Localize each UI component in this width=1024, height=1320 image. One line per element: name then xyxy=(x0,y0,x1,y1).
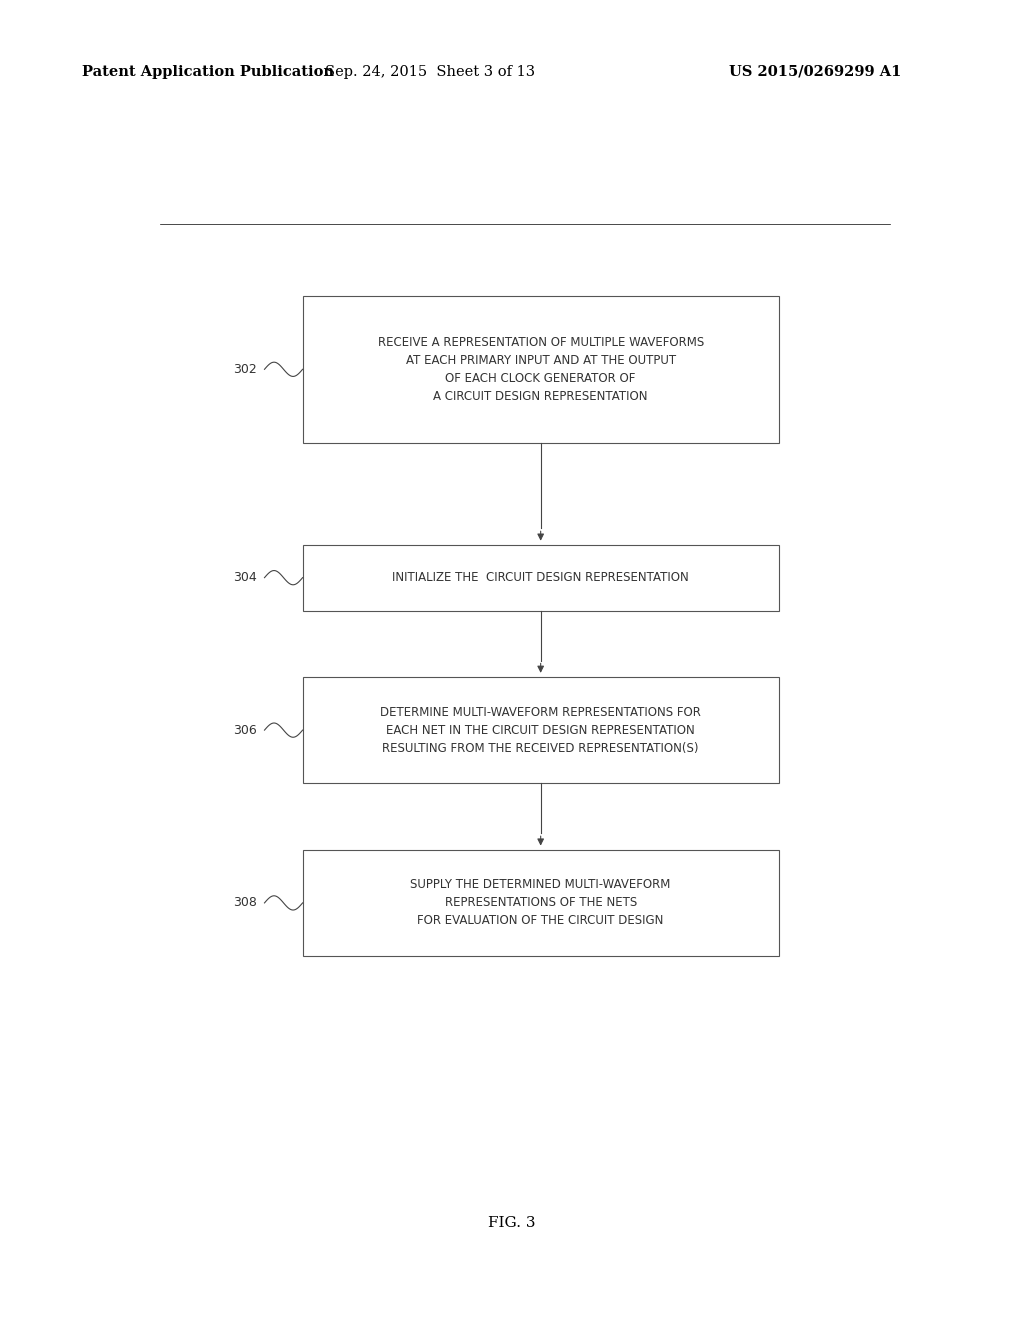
FancyBboxPatch shape xyxy=(303,545,778,611)
Text: 302: 302 xyxy=(232,363,257,376)
Text: SUPPLY THE DETERMINED MULTI-WAVEFORM
REPRESENTATIONS OF THE NETS
FOR EVALUATION : SUPPLY THE DETERMINED MULTI-WAVEFORM REP… xyxy=(411,878,671,928)
Text: RECEIVE A REPRESENTATION OF MULTIPLE WAVEFORMS
AT EACH PRIMARY INPUT AND AT THE : RECEIVE A REPRESENTATION OF MULTIPLE WAV… xyxy=(378,335,703,403)
Text: 308: 308 xyxy=(232,896,257,909)
FancyBboxPatch shape xyxy=(303,677,778,784)
Text: 304: 304 xyxy=(232,572,257,585)
FancyBboxPatch shape xyxy=(303,296,778,444)
Text: Sep. 24, 2015  Sheet 3 of 13: Sep. 24, 2015 Sheet 3 of 13 xyxy=(325,65,536,79)
Text: DETERMINE MULTI-WAVEFORM REPRESENTATIONS FOR
EACH NET IN THE CIRCUIT DESIGN REPR: DETERMINE MULTI-WAVEFORM REPRESENTATIONS… xyxy=(380,706,701,755)
Text: 306: 306 xyxy=(232,723,257,737)
Text: US 2015/0269299 A1: US 2015/0269299 A1 xyxy=(729,65,901,79)
Text: Patent Application Publication: Patent Application Publication xyxy=(82,65,334,79)
Text: INITIALIZE THE  CIRCUIT DESIGN REPRESENTATION: INITIALIZE THE CIRCUIT DESIGN REPRESENTA… xyxy=(392,572,689,585)
Text: FIG. 3: FIG. 3 xyxy=(488,1216,536,1230)
FancyBboxPatch shape xyxy=(303,850,778,956)
